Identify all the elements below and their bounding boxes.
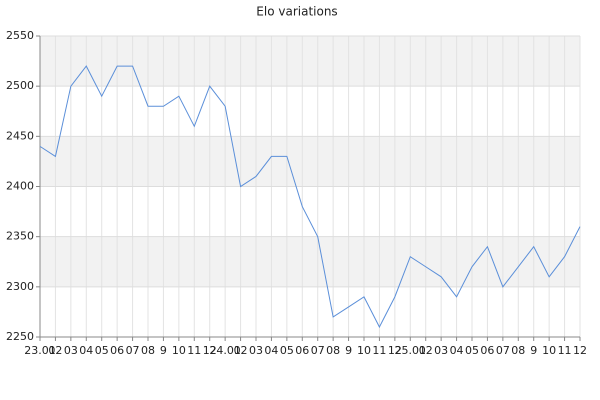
x-tick-label: 07 bbox=[126, 344, 140, 357]
y-tick-label: 2300 bbox=[6, 280, 34, 293]
x-tick-label: 9 bbox=[345, 344, 352, 357]
x-tick-label: 9 bbox=[530, 344, 537, 357]
x-tick-label: 12 bbox=[388, 344, 402, 357]
x-tick-label: 10 bbox=[357, 344, 371, 357]
x-tick-label: 02 bbox=[419, 344, 433, 357]
x-tick-label: 02 bbox=[48, 344, 62, 357]
x-tick-label: 03 bbox=[64, 344, 78, 357]
x-tick-label: 12 bbox=[203, 344, 217, 357]
x-tick-label: 08 bbox=[326, 344, 340, 357]
x-tick-label: 9 bbox=[160, 344, 167, 357]
x-tick-label: 11 bbox=[558, 344, 572, 357]
x-tick-label: 06 bbox=[110, 344, 124, 357]
x-tick-label: 07 bbox=[311, 344, 325, 357]
x-tick-label: 03 bbox=[434, 344, 448, 357]
y-tick-label: 2500 bbox=[6, 79, 34, 92]
x-tick-label: 06 bbox=[480, 344, 494, 357]
x-tick-label: 25.01 bbox=[395, 344, 427, 357]
x-tick-label: 03 bbox=[249, 344, 263, 357]
x-tick-label: 05 bbox=[95, 344, 109, 357]
y-tick-label: 2450 bbox=[6, 129, 34, 142]
x-tick-label: 06 bbox=[295, 344, 309, 357]
x-tick-label: 12 bbox=[573, 344, 587, 357]
x-tick-label: 08 bbox=[141, 344, 155, 357]
y-tick-label: 2550 bbox=[6, 29, 34, 42]
y-tick-label: 2400 bbox=[6, 180, 34, 193]
x-tick-label: 04 bbox=[79, 344, 93, 357]
band bbox=[40, 36, 580, 87]
x-tick-label: 02 bbox=[234, 344, 248, 357]
y-tick-label: 2350 bbox=[6, 230, 34, 243]
x-tick-label: 08 bbox=[511, 344, 525, 357]
x-tick-label: 10 bbox=[542, 344, 556, 357]
y-tick-label: 2250 bbox=[6, 330, 34, 343]
line bbox=[39, 65, 581, 329]
band bbox=[40, 136, 580, 187]
x-tick-label: 07 bbox=[496, 344, 510, 357]
x-tick-label: 23.01 bbox=[24, 344, 56, 357]
x-tick-label: 04 bbox=[264, 344, 278, 357]
x-tick-label: 10 bbox=[172, 344, 186, 357]
x-tick-label: 11 bbox=[372, 344, 386, 357]
x-tick-label: 05 bbox=[465, 344, 479, 357]
chart-title: Elo variations bbox=[256, 5, 337, 19]
x-tick-label: 11 bbox=[187, 344, 201, 357]
x-tick-label: 24.01 bbox=[209, 344, 241, 357]
x-tick-label: 04 bbox=[450, 344, 464, 357]
band bbox=[40, 236, 580, 287]
x-tick-label: 05 bbox=[280, 344, 294, 357]
